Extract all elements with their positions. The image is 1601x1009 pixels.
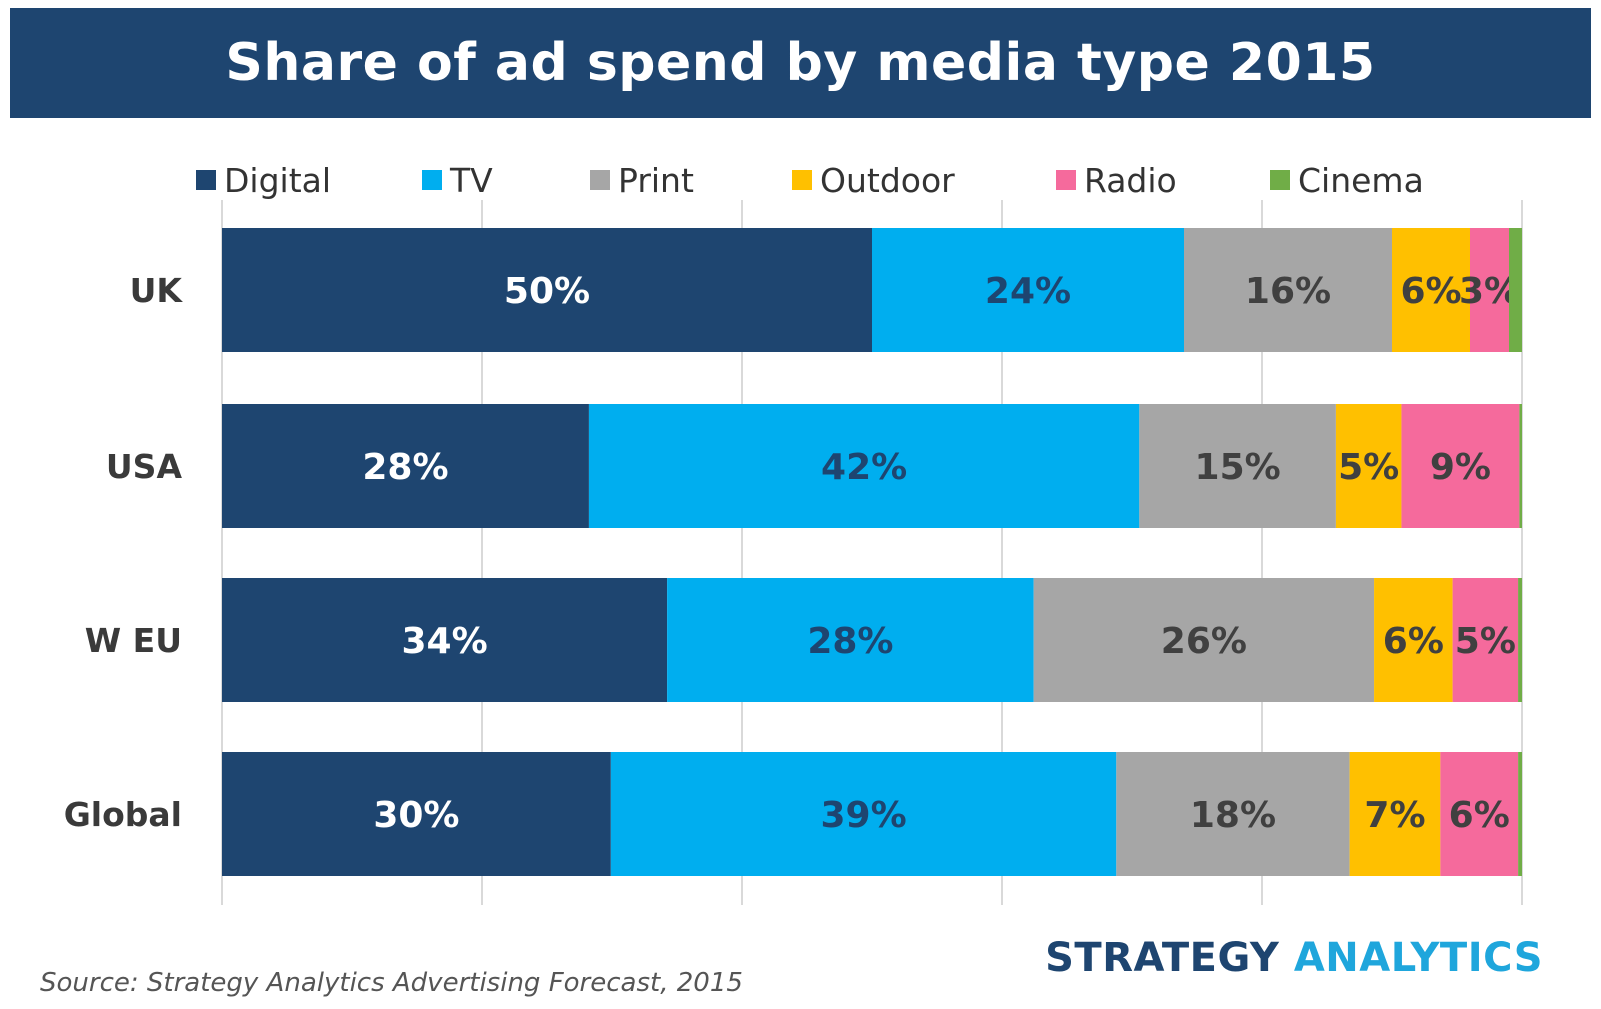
bar-outdoor-global	[1349, 752, 1441, 876]
title-bar: Share of ad spend by media type 2015	[10, 8, 1591, 118]
legend-label-print: Print	[618, 160, 694, 200]
data-label-digital-usa: 28%	[362, 447, 448, 488]
bar-cinema-global	[1518, 752, 1522, 876]
legend-swatch-digital	[196, 170, 216, 190]
bar-tv-w-eu	[667, 578, 1034, 702]
data-label-print-usa: 15%	[1195, 447, 1281, 488]
bar-digital-usa	[222, 404, 589, 528]
bar-digital-global	[222, 752, 611, 876]
bar-print-w-eu	[1033, 578, 1375, 702]
legend-label-cinema: Cinema	[1298, 160, 1424, 200]
bar-tv-uk	[872, 228, 1184, 352]
legend: Digital TV Print Outdoor Radio Cinema	[196, 155, 1496, 205]
bar-outdoor-uk	[1392, 228, 1470, 352]
bar-radio-usa	[1401, 404, 1520, 528]
data-label-radio-w-eu: 5%	[1455, 621, 1516, 662]
category-label-global: Global	[64, 795, 182, 834]
data-label-outdoor-usa: 5%	[1338, 447, 1399, 488]
bar-cinema-usa	[1519, 404, 1522, 528]
data-label-outdoor-global: 7%	[1364, 795, 1425, 836]
legend-item-cinema: Cinema	[1270, 155, 1424, 205]
legend-item-radio: Radio	[1056, 155, 1177, 205]
legend-label-outdoor: Outdoor	[820, 160, 955, 200]
data-label-print-global: 18%	[1190, 795, 1276, 836]
source-note: Source: Strategy Analytics Advertising F…	[40, 968, 743, 998]
brand-part-1: STRATEGY	[1045, 935, 1294, 981]
data-label-tv-w-eu: 28%	[807, 621, 893, 662]
bar-tv-usa	[588, 404, 1140, 528]
legend-item-tv: TV	[422, 155, 493, 205]
data-label-radio-usa: 9%	[1430, 447, 1491, 488]
category-label-uk: UK	[130, 271, 184, 310]
legend-swatch-cinema	[1270, 170, 1290, 190]
bar-tv-global	[610, 752, 1117, 876]
legend-item-digital: Digital	[196, 155, 331, 205]
bar-cinema-w-eu	[1518, 578, 1522, 702]
legend-swatch-outdoor	[792, 170, 812, 190]
bar-print-uk	[1184, 228, 1392, 352]
bar-digital-w-eu	[222, 578, 668, 702]
bar-radio-w-eu	[1452, 578, 1519, 702]
category-label-usa: USA	[106, 447, 183, 486]
legend-item-outdoor: Outdoor	[792, 155, 955, 205]
legend-label-tv: TV	[450, 160, 493, 200]
legend-label-radio: Radio	[1084, 160, 1177, 200]
data-label-digital-w-eu: 34%	[401, 621, 487, 662]
bar-digital-uk	[222, 228, 872, 352]
data-label-digital-uk: 50%	[504, 271, 590, 312]
bar-cinema-uk	[1509, 228, 1522, 352]
bar-outdoor-w-eu	[1374, 578, 1453, 702]
category-label-w-eu: W EU	[85, 621, 182, 660]
bar-print-usa	[1139, 404, 1336, 528]
legend-item-print: Print	[590, 155, 694, 205]
legend-swatch-print	[590, 170, 610, 190]
data-label-tv-global: 39%	[820, 795, 906, 836]
brand-part-2: ANALYTICS	[1293, 935, 1543, 981]
bar-radio-uk	[1470, 228, 1509, 352]
bar-radio-global	[1440, 752, 1519, 876]
data-label-print-uk: 16%	[1245, 271, 1331, 312]
bar-outdoor-usa	[1335, 404, 1402, 528]
data-label-tv-uk: 24%	[985, 271, 1071, 312]
legend-swatch-tv	[422, 170, 442, 190]
legend-swatch-radio	[1056, 170, 1076, 190]
data-label-tv-usa: 42%	[821, 447, 907, 488]
brand-logo: STRATEGY ANALYTICS	[1045, 935, 1543, 981]
data-label-outdoor-uk: 6%	[1400, 271, 1461, 312]
chart-title: Share of ad spend by media type 2015	[225, 33, 1376, 93]
data-label-digital-global: 30%	[373, 795, 459, 836]
bar-print-global	[1116, 752, 1350, 876]
data-label-outdoor-w-eu: 6%	[1383, 621, 1444, 662]
data-label-print-w-eu: 26%	[1161, 621, 1247, 662]
data-label-radio-global: 6%	[1449, 795, 1510, 836]
legend-label-digital: Digital	[224, 160, 332, 200]
